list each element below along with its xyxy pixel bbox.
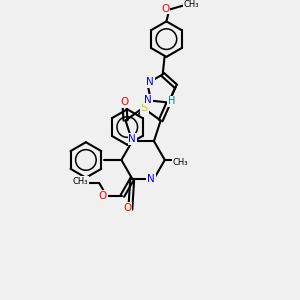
Text: CH₃: CH₃ xyxy=(183,0,199,9)
Text: N: N xyxy=(146,77,154,87)
Text: CH₃: CH₃ xyxy=(73,176,88,185)
Text: N: N xyxy=(144,95,152,105)
Text: O: O xyxy=(120,97,129,107)
Text: O: O xyxy=(123,202,131,212)
Text: N: N xyxy=(128,134,136,144)
Text: CH₃: CH₃ xyxy=(173,158,188,167)
Text: O: O xyxy=(98,191,107,201)
Text: O: O xyxy=(161,4,169,14)
Text: N: N xyxy=(147,174,155,184)
Text: S: S xyxy=(140,103,148,113)
Text: H: H xyxy=(168,96,176,106)
